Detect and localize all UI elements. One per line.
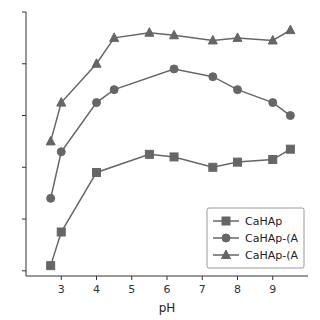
x-tick [96,276,97,280]
point [93,99,101,107]
x-tick-label: 6 [164,283,171,296]
y-tick [22,63,26,64]
x-tick [61,276,62,280]
point [170,153,178,161]
point [286,145,294,153]
series-line [51,30,291,141]
point [92,59,101,68]
point [208,35,217,44]
point [286,25,295,33]
x-tick-label: 9 [269,283,276,296]
x-tick [131,276,132,280]
x-tick-label: 8 [234,283,241,296]
point [233,33,242,42]
point [269,99,277,107]
x-axis-label: pH [159,301,176,315]
point [286,112,294,120]
point [47,262,55,270]
legend-label: CaHAp-(A [245,249,298,262]
point [234,158,242,166]
point [145,28,154,37]
legend-marker [222,217,230,225]
point [110,86,118,94]
y-tick [22,167,26,168]
point [234,86,242,94]
series-line [51,69,291,198]
legend: CaHAp CaHAp-(A CaHAp-(A [207,208,304,268]
legend-label: CaHAp [245,215,282,228]
legend-marker [222,234,230,242]
legend-marker [222,250,231,259]
point [209,163,217,171]
chart: 3 4 5 6 7 8 9 pH CaHAp CaHAp-(A CaHAp-(A [0,0,320,320]
y-tick [22,115,26,116]
point [93,168,101,176]
point [57,228,65,236]
x-tick [272,276,273,280]
point [209,73,217,81]
x-tick-label: 4 [93,283,100,296]
point [269,156,277,164]
legend-label: CaHAp-(A [245,232,298,245]
legend-frame [207,208,304,268]
x-tick-label: 7 [199,283,206,296]
point [46,136,55,145]
point [47,194,55,202]
y-tick [22,219,26,220]
point [110,33,119,42]
point [268,35,277,44]
point [170,30,179,39]
y-tick [22,12,26,13]
x-tick [202,276,203,280]
x-tick-label: 5 [128,283,135,296]
point [57,148,65,156]
x-tick [237,276,238,280]
point [170,65,178,73]
point [145,150,153,158]
x-tick [167,276,168,280]
y-tick [22,270,26,271]
point [57,98,66,107]
x-tick-label: 3 [58,283,65,296]
y-axis-line [26,12,27,276]
chart-root: 3 4 5 6 7 8 9 pH CaHAp CaHAp-(A CaHAp-(A [0,0,320,320]
